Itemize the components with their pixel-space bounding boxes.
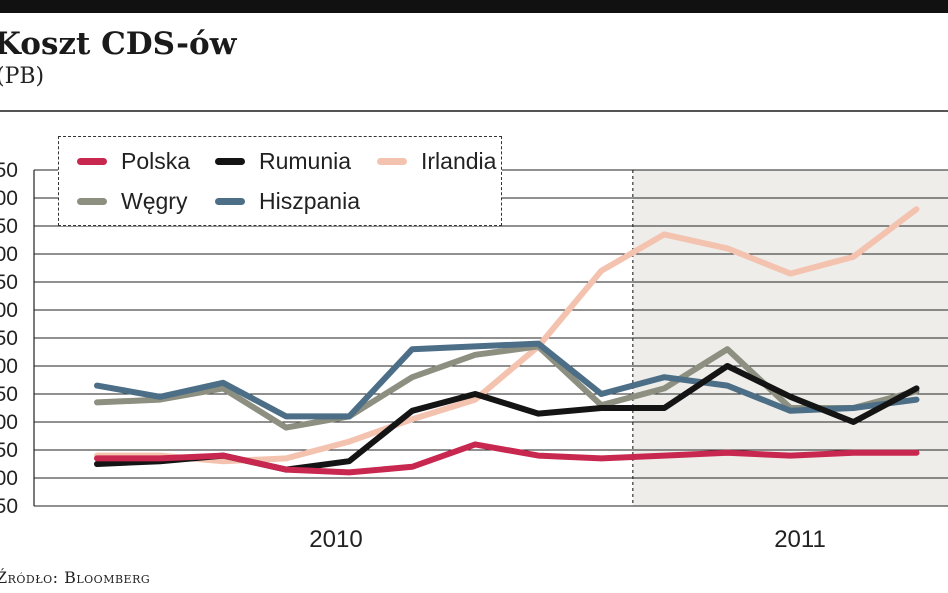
x-tick-label: 2010 (309, 526, 362, 553)
y-tick-label: 150 (0, 439, 18, 462)
y-tick-label: 50 (0, 495, 18, 518)
y-tick-label: 100 (0, 467, 18, 490)
chart-unit: (PB) (0, 64, 45, 89)
legend-label-wegry: Węgry (121, 187, 188, 214)
source-note: Źródło: Bloomberg (0, 568, 151, 587)
legend-swatch-hiszpania (215, 197, 245, 205)
x-tick-label: 2011 (774, 526, 826, 553)
legend: Polska Rumunia Irlandia Węgry Hiszpania (58, 136, 502, 226)
series-lines-layer (94, 206, 920, 476)
series-line-hiszpania (94, 340, 920, 420)
y-tick-label: 500 (0, 243, 18, 266)
legend-label-polska: Polska (121, 147, 191, 174)
series-line-wegry (94, 343, 920, 431)
legend-label-irlandia: Irlandia (421, 147, 497, 174)
y-tick-label: 550 (0, 215, 18, 238)
legend-label-hiszpania: Hiszpania (259, 187, 360, 214)
y-tick-label: 200 (0, 411, 18, 434)
legend-item-wegry: Węgry (77, 187, 187, 215)
y-tick-label: 450 (0, 271, 18, 294)
legend-label-rumunia: Rumunia (259, 147, 352, 174)
y-tick-label: 400 (0, 299, 18, 322)
legend-swatch-wegry (77, 197, 107, 205)
legend-swatch-irlandia (377, 157, 407, 165)
title-divider (0, 110, 948, 112)
legend-swatch-polska (77, 157, 107, 165)
legend-item-polska: Polska (77, 147, 190, 175)
legend-swatch-rumunia (215, 157, 245, 165)
top-bar (0, 0, 948, 13)
axes-layer: 650 600 550 500 450 400 350 300 250 200 150 100 50 20… (0, 159, 826, 553)
y-tick-label: 350 (0, 327, 18, 350)
legend-item-rumunia: Rumunia (215, 147, 351, 175)
series-line-polska (94, 441, 920, 476)
y-tick-label: 600 (0, 187, 18, 210)
legend-item-irlandia: Irlandia (377, 147, 496, 175)
y-tick-label: 250 (0, 383, 18, 406)
y-tick-label: 300 (0, 355, 18, 378)
legend-item-hiszpania: Hiszpania (215, 187, 360, 215)
chart-title: Koszt CDS-ów (0, 26, 237, 62)
y-tick-label: 650 (0, 159, 18, 182)
